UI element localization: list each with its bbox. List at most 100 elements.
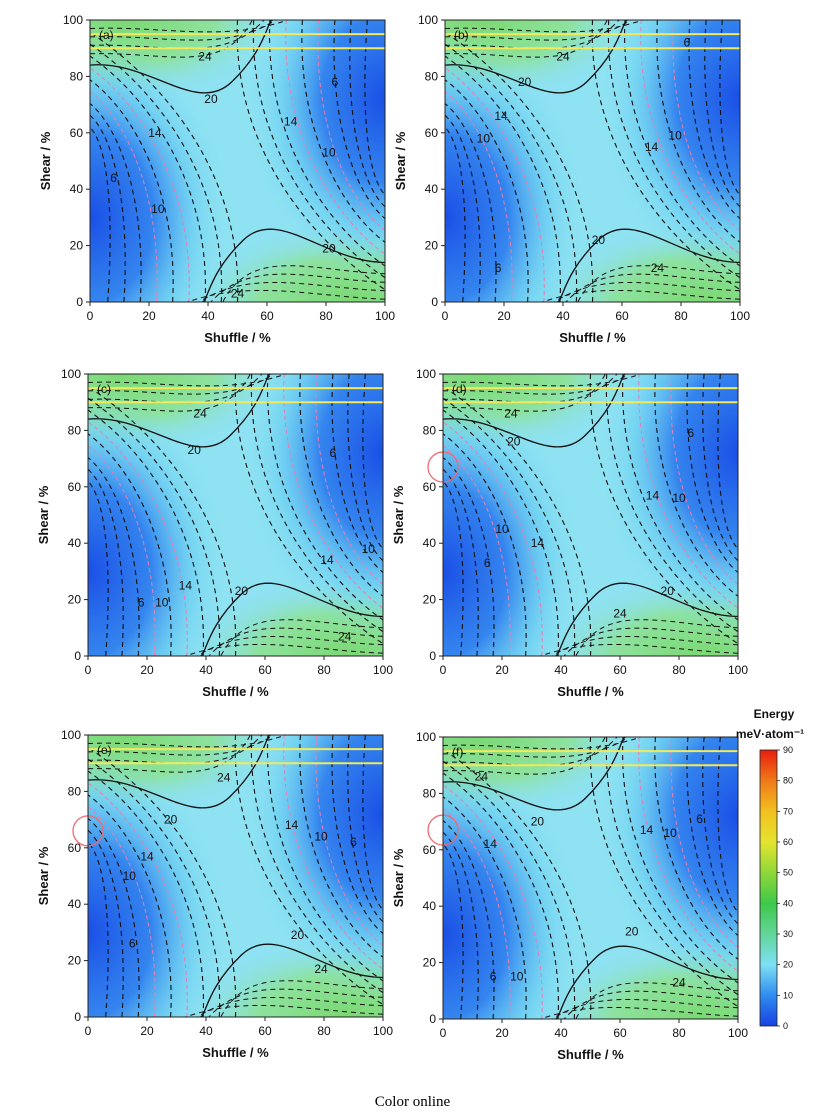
plot-area xyxy=(88,735,383,1017)
contour-label: 20 xyxy=(661,584,675,598)
x-tick-label: 60 xyxy=(258,1024,272,1038)
x-tick-label: 0 xyxy=(442,309,449,323)
contour-line xyxy=(250,735,383,994)
contour-line-solid xyxy=(554,945,738,1019)
y-tick-label: 20 xyxy=(423,956,437,970)
contour-label: 20 xyxy=(322,241,336,255)
low-energy-basin xyxy=(445,31,587,302)
contour-line xyxy=(88,770,204,1017)
x-tick-label: 100 xyxy=(373,663,393,677)
contour-label: 14 xyxy=(284,115,298,129)
colorbar-unit: meV·atom⁻¹ xyxy=(736,727,804,741)
contour-line xyxy=(88,457,140,656)
y-tick-label: 20 xyxy=(425,239,439,253)
contour-line xyxy=(589,737,738,1008)
contour-line xyxy=(268,20,385,267)
contour-line-solid xyxy=(201,228,385,302)
contour-line xyxy=(443,748,592,1019)
contour-line xyxy=(349,20,385,208)
contour-label: 10 xyxy=(668,129,682,143)
contour-line xyxy=(563,627,738,656)
contour-line xyxy=(208,988,383,1017)
contour-line xyxy=(443,433,527,656)
contour-label: 10 xyxy=(663,826,677,840)
contour-line xyxy=(252,20,385,279)
contour-line-solid xyxy=(199,943,383,1017)
contour-label: 14 xyxy=(320,553,334,567)
y-tick-label: 20 xyxy=(70,239,84,253)
low-energy-basin xyxy=(241,374,383,640)
contour-label: 10 xyxy=(672,491,686,505)
contour-line xyxy=(315,735,383,946)
x-tick-label: 0 xyxy=(85,663,92,677)
x-tick-label: 40 xyxy=(199,663,213,677)
y-tick-label: 20 xyxy=(68,954,82,968)
contour-label: 6 xyxy=(495,261,502,275)
contour-line xyxy=(234,374,383,645)
contour-line xyxy=(236,20,385,291)
contour-line xyxy=(88,818,140,1017)
contour-panel: 24 20 6 14 10 10 14 6 20 24 (d) 0 20 40 60 80 100 0 20 40 60… xyxy=(391,367,748,699)
y-tick-label: 0 xyxy=(74,649,81,663)
x-axis-label: Shuffle / % xyxy=(202,684,269,699)
contour-line xyxy=(686,374,738,573)
contour-label: 14 xyxy=(531,536,545,550)
contour-label: 10 xyxy=(362,542,376,556)
colorbar-tick-label: 0 xyxy=(783,1021,788,1031)
contour-line xyxy=(443,409,559,656)
contour-line xyxy=(540,643,738,656)
contour-line xyxy=(362,374,383,550)
contour-label: 10 xyxy=(155,595,169,609)
contour-line xyxy=(443,468,479,656)
y-tick-label: 60 xyxy=(68,841,82,855)
contour-line xyxy=(577,265,740,302)
contour-label: 14 xyxy=(645,140,659,154)
contour-line-solid xyxy=(443,374,627,448)
low-energy-basin xyxy=(88,385,230,656)
contour-line xyxy=(331,735,383,934)
contour-label: 20 xyxy=(518,75,532,89)
x-tick-label: 20 xyxy=(140,663,154,677)
y-tick-label: 100 xyxy=(63,13,83,27)
x-tick-label: 80 xyxy=(317,1024,331,1038)
contour-line xyxy=(670,374,738,585)
low-energy-basin xyxy=(88,746,230,1017)
contour-label: 20 xyxy=(164,813,178,827)
contour-line xyxy=(88,433,172,656)
colorbar-tick-label: 30 xyxy=(783,929,793,939)
contour-line xyxy=(640,20,740,255)
x-tick-label: 40 xyxy=(554,663,568,677)
x-tick-label: 80 xyxy=(672,1026,686,1040)
contour-line xyxy=(88,421,188,656)
contour-line xyxy=(443,374,606,412)
y-tick-label: 100 xyxy=(61,367,81,381)
y-tick-label: 100 xyxy=(416,730,436,744)
y-tick-label: 80 xyxy=(70,69,84,83)
contour-label: 14 xyxy=(646,488,660,502)
contour-line xyxy=(88,794,172,1017)
x-tick-label: 0 xyxy=(440,1026,447,1040)
low-energy-basin xyxy=(443,385,585,656)
contour-line xyxy=(443,445,511,656)
y-tick-label: 80 xyxy=(423,786,437,800)
contour-line xyxy=(331,374,383,573)
contour-line xyxy=(443,820,495,1019)
contour-label: 10 xyxy=(495,522,509,536)
contour-label: 6 xyxy=(687,426,694,440)
contour-line xyxy=(443,772,559,1019)
contour-line xyxy=(443,737,630,758)
contour-line xyxy=(638,737,738,972)
contour-label: 24 xyxy=(314,962,328,976)
contour-line xyxy=(654,737,738,960)
y-tick-label: 60 xyxy=(423,480,437,494)
plot-frame xyxy=(442,736,739,1020)
contour-line xyxy=(654,374,738,597)
contour-line xyxy=(686,737,738,936)
contour-line xyxy=(445,20,643,33)
y-tick-label: 0 xyxy=(74,1010,81,1024)
contour-label: 20 xyxy=(235,584,249,598)
contour-line xyxy=(266,374,383,621)
y-tick-label: 100 xyxy=(61,728,81,742)
x-tick-label: 20 xyxy=(142,309,156,323)
